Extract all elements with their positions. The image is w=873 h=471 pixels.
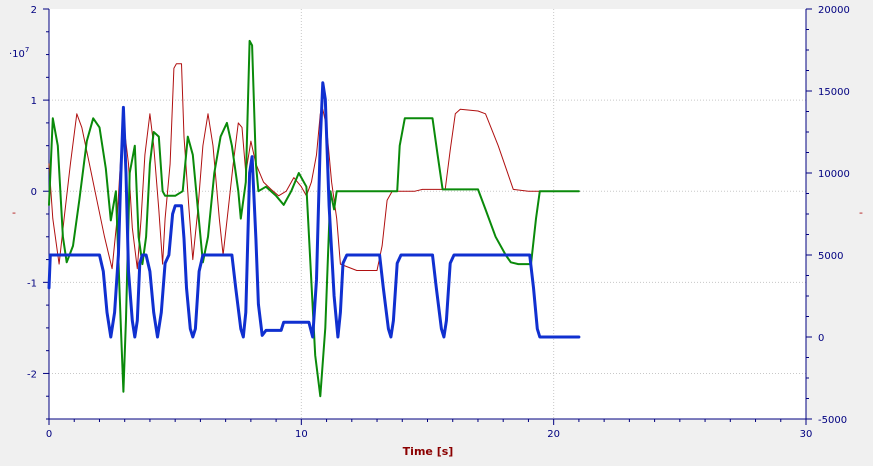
right-tick-label: -5000 bbox=[818, 415, 847, 426]
left-tick-label: -2 bbox=[27, 369, 37, 380]
right-tick-label: 20000 bbox=[818, 5, 850, 16]
series-group bbox=[47, 39, 581, 398]
right-axis-unit-marker: - bbox=[859, 206, 863, 219]
x-tick-label: 0 bbox=[46, 429, 52, 440]
left-axis-unit-marker: - bbox=[12, 206, 16, 219]
x-tick-label: 30 bbox=[800, 429, 813, 440]
right-tick-label: 5000 bbox=[818, 251, 843, 262]
left-tick-label: -1 bbox=[27, 278, 37, 289]
x-axis-label: Time [s] bbox=[403, 445, 454, 458]
plot-area bbox=[49, 9, 806, 419]
axis-labels: ·107 - - Time [s] bbox=[9, 46, 863, 458]
left-tick-label: 1 bbox=[31, 96, 37, 107]
left-tick-label: 2 bbox=[31, 5, 37, 16]
x-tick-label: 20 bbox=[547, 429, 560, 440]
right-tick-label: 15000 bbox=[818, 87, 850, 98]
right-tick-label: 0 bbox=[818, 333, 824, 344]
blue-series-line bbox=[47, 81, 581, 339]
x-tick-label: 10 bbox=[295, 429, 308, 440]
left-tick-label: 0 bbox=[31, 187, 37, 198]
left-axis-multiplier: ·107 bbox=[9, 46, 29, 60]
gridlines bbox=[49, 9, 806, 419]
right-tick-label: 10000 bbox=[818, 169, 850, 180]
